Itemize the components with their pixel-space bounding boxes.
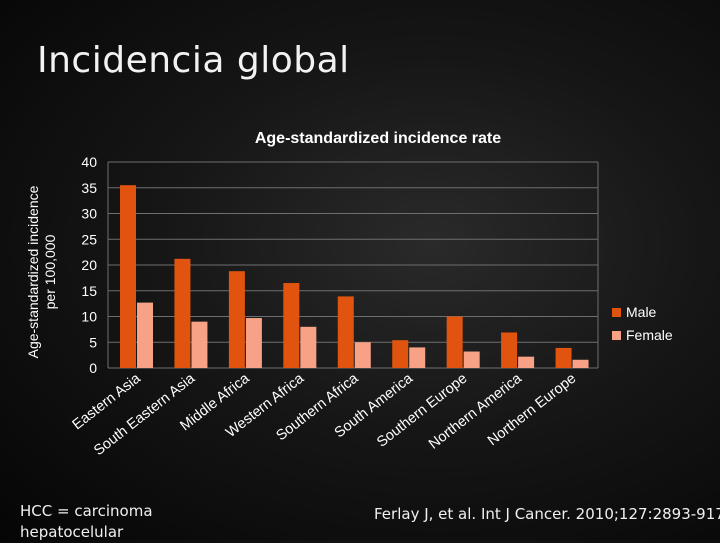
bar-female-7 (518, 356, 535, 368)
y-tick-label: 20 (81, 257, 97, 273)
bar-male-8 (555, 347, 572, 368)
bar-female-0 (137, 302, 153, 368)
bar-male-0 (120, 185, 136, 368)
citation: Ferlay J, et al. Int J Cancer. 2010;127:… (374, 505, 720, 523)
slide-title: Incidencia global (37, 40, 350, 81)
legend-label-male: Male (626, 304, 657, 320)
bar-female-4 (354, 342, 371, 368)
bar-female-3 (300, 326, 317, 368)
y-tick-label: 40 (81, 154, 97, 170)
legend-swatch-male (612, 308, 621, 317)
y-axis-label: Age-standardized incidenceper 100,000 (25, 185, 58, 358)
bar-female-1 (191, 321, 208, 368)
bar-female-8 (572, 359, 589, 368)
y-tick-label: 5 (89, 334, 97, 350)
footnote: HCC = carcinoma hepatocelular (20, 502, 153, 541)
y-tick-label: 35 (81, 180, 97, 196)
bar-female-6 (463, 351, 480, 368)
x-tick-label: Northern America (426, 370, 525, 453)
chart-title: Age-standardized incidence rate (255, 130, 501, 147)
y-tick-label: 0 (89, 360, 97, 376)
legend-label-female: Female (626, 327, 673, 343)
bar-male-3 (283, 283, 300, 368)
x-tick-label: South Eastern Asia (91, 370, 199, 459)
bar-male-2 (228, 271, 245, 368)
bar-male-4 (337, 296, 354, 368)
legend-swatch-female (612, 331, 621, 340)
y-tick-label: 30 (81, 206, 97, 222)
x-tick-label: Southern Europe (374, 371, 470, 451)
bar-male-6 (446, 316, 463, 368)
bar-male-5 (392, 340, 409, 368)
bar-male-7 (501, 332, 518, 368)
bar-female-5 (409, 347, 426, 368)
y-tick-label: 15 (81, 283, 97, 299)
y-tick-label: 10 (81, 309, 97, 325)
y-tick-label: 25 (81, 231, 97, 247)
bar-male-1 (174, 258, 191, 368)
bar-female-2 (245, 318, 262, 368)
